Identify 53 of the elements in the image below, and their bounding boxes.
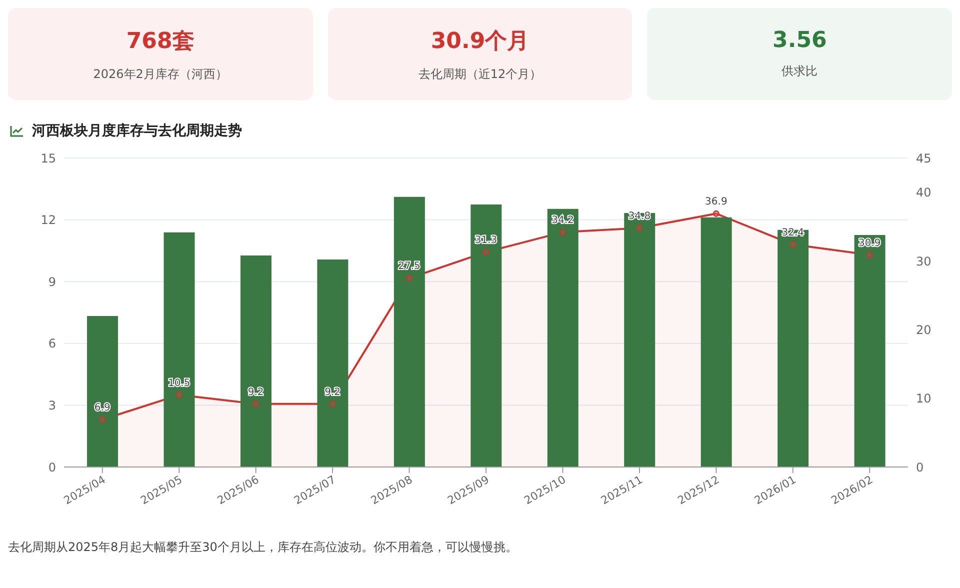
bar	[240, 255, 272, 467]
text: 去化周期从2025年8月起大幅攀升至30个月以上，库存在高位波动。你不用着急，可以慢慢挑。	[8, 539, 518, 556]
point	[866, 252, 873, 258]
point	[176, 392, 182, 398]
text: 768套	[126, 28, 194, 54]
point	[790, 241, 796, 248]
bar	[854, 235, 886, 467]
point	[252, 400, 260, 408]
data-label: 9.2	[248, 386, 264, 398]
point	[482, 248, 490, 256]
y-tick-label: 9	[48, 274, 56, 289]
data-label: 31.3	[474, 235, 498, 246]
data-label: 34.2	[552, 215, 574, 226]
category-label: 去化周期（近12个月）	[418, 66, 542, 82]
point	[559, 228, 566, 236]
y-tick-label: 3	[48, 398, 56, 412]
y2-tick-label: 30	[916, 254, 932, 268]
data-label: 27.5	[398, 261, 420, 272]
point	[99, 416, 106, 423]
y2-tick-label: 10	[916, 392, 932, 406]
y-tick-label: 6	[48, 336, 56, 351]
point	[712, 210, 720, 217]
point	[636, 224, 643, 232]
y2-tick-label: 0	[916, 460, 924, 474]
data-label: 30.9	[858, 238, 881, 249]
data-label: 6.9	[94, 402, 110, 414]
bar	[700, 217, 732, 467]
point	[329, 400, 336, 408]
y2-tick-label: 45	[916, 151, 932, 166]
text: 3.56	[772, 28, 827, 53]
bar	[624, 213, 656, 467]
data-label: 9.2	[324, 386, 340, 398]
data-label: 10.5	[168, 378, 190, 389]
bar	[778, 230, 809, 467]
bar	[394, 196, 425, 467]
category-label: 供求比	[782, 63, 818, 80]
bar	[317, 260, 348, 467]
point	[406, 274, 413, 282]
y2-tick-label: 40	[916, 186, 932, 200]
category-label: 2026年2月库存（河西）	[93, 66, 228, 82]
data-label: 36.9	[705, 196, 728, 208]
text: 30.9个月	[430, 28, 530, 54]
bar	[547, 208, 578, 467]
data-label: 34.8	[628, 211, 651, 222]
y2-tick-label: 20	[916, 322, 932, 337]
data-label: 32.4	[782, 228, 804, 239]
bar	[164, 232, 195, 467]
chart-title: 河西板块月度库存与去化周期走势	[31, 122, 243, 140]
y-tick-label: 15	[40, 151, 56, 166]
bar	[87, 316, 118, 467]
y-tick-label: 12	[40, 213, 56, 228]
bar	[470, 204, 502, 467]
y-tick-label: 0	[48, 460, 56, 474]
